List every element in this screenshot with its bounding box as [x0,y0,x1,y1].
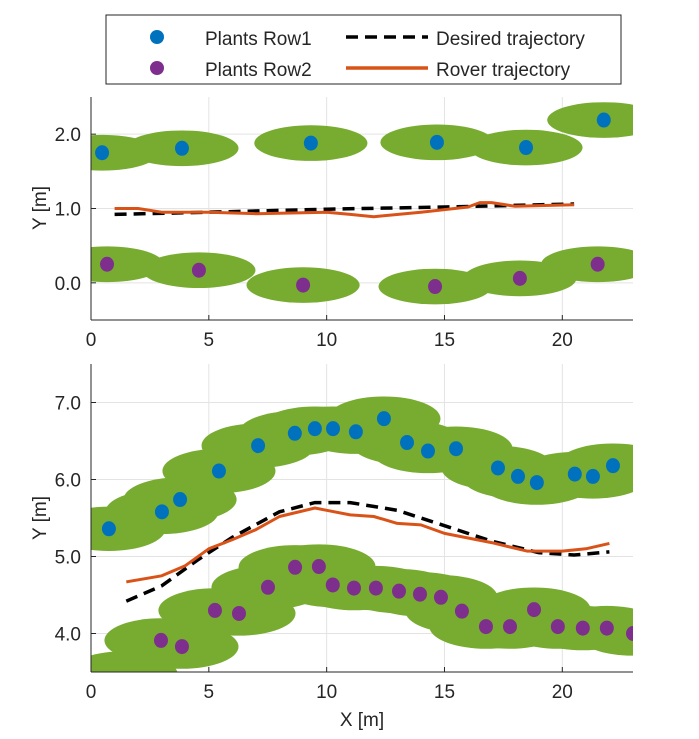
plant-row1-point [154,504,169,520]
x-tick-label: 20 [552,682,573,703]
plant-row1-point [490,460,505,476]
plant-row1-point [174,140,189,156]
legend-marker-row2 [150,61,164,75]
x-tick-label: 0 [86,330,97,351]
plant-row1-point [251,438,266,454]
plant-row1-point [567,466,582,482]
y-tick-label: 1.0 [55,200,81,221]
plant-row2-point [626,626,633,641]
plant-row2-point [325,577,340,593]
y-tick-label: 0.0 [55,274,81,295]
plant-row2-point [512,270,527,286]
plot-area [91,396,633,672]
legend-box [105,14,622,85]
plant-row2-point [311,559,326,575]
plant-row2-point [231,605,246,621]
plant-row1-point [400,435,415,451]
plant-row2-point [207,602,222,618]
x-tick-label: 10 [316,682,337,703]
plant-row1-point [511,468,526,484]
plant-row1-point [429,134,444,150]
y-axis-label-top: Y [m] [30,186,51,230]
panel-bottom: 0 5 10 15 20 4.0 5.0 6.0 7.0 [55,364,633,703]
plant-row2-point [454,603,469,619]
plant-row2-point [590,256,605,272]
plant-row1-point [529,475,544,491]
legend-marker-row1 [150,30,164,44]
plant-row2-point [433,589,448,605]
plant-row1-point [95,145,110,161]
plant-row1-point [420,443,435,459]
plot-area [91,102,633,305]
x-tick-label: 5 [204,682,215,703]
y-tick-label: 6.0 [55,471,81,492]
plant-row1-point [303,135,318,151]
plant-row2-point [100,256,115,272]
plant-row2-point [153,632,168,648]
plant-row1-point [605,458,620,474]
plant-row1-point [287,425,302,441]
x-tick-label: 15 [434,682,455,703]
plant-row2-point [191,262,206,278]
plant-row2-point [288,559,303,575]
plant-row2-point [260,579,275,595]
x-tick-label: 5 [204,330,215,351]
x-axis-label: X [m] [340,710,384,731]
panel-top: 0 5 10 15 20 0.0 1.0 2.0 [55,97,633,351]
plant-row2-point [368,580,383,596]
y-tick-label: 7.0 [55,394,81,415]
legend-label-row1: Plants Row1 [205,29,312,50]
legend-label-row2: Plants Row2 [205,60,312,81]
plant-row1-point [585,468,600,484]
plant-row1-point [326,421,341,437]
y-axis-label-bottom: Y [m] [30,496,51,540]
canopy-ellipse [91,651,178,672]
x-tick-label: 10 [316,330,337,351]
plant-row2-point [575,620,590,636]
plant-row2-point [502,619,517,635]
plant-row2-point [412,586,427,602]
canopy-ellipse [541,246,633,283]
plant-row2-point [527,602,542,618]
plant-row2-point [550,619,565,635]
legend-label-desired: Desired trajectory [436,29,585,50]
canopy-ellipse [547,102,633,138]
plant-row2-point [346,580,361,596]
plant-row1-point [173,492,188,508]
y-tick-label: 2.0 [55,125,81,146]
legend-label-rover: Rover trajectory [436,60,571,81]
rover-trajectory-line [126,506,610,584]
x-tick-label: 15 [434,330,455,351]
plant-row2-point [391,583,406,599]
plant-row2-point [599,620,614,636]
plant-row2-point [174,639,189,655]
plant-row1-point [519,140,534,156]
plant-row1-point [348,424,363,440]
plant-row1-point [376,411,391,427]
y-tick-label: 4.0 [55,625,81,646]
plant-row2-point [428,279,443,295]
x-tick-label: 20 [552,330,573,351]
rover-trajectory-line [114,201,575,219]
plant-row1-point [211,463,226,479]
y-tick-label: 5.0 [55,548,81,569]
plant-row2-point [296,277,311,293]
plant-row1-point [449,441,464,457]
legend: Plants Row1 Plants Row2 Desired trajecto… [105,14,622,85]
plant-row1-point [307,421,322,437]
x-tick-label: 0 [86,682,97,703]
plant-row1-point [101,521,116,537]
plant-row1-point [596,112,611,128]
plant-row2-point [478,619,493,635]
